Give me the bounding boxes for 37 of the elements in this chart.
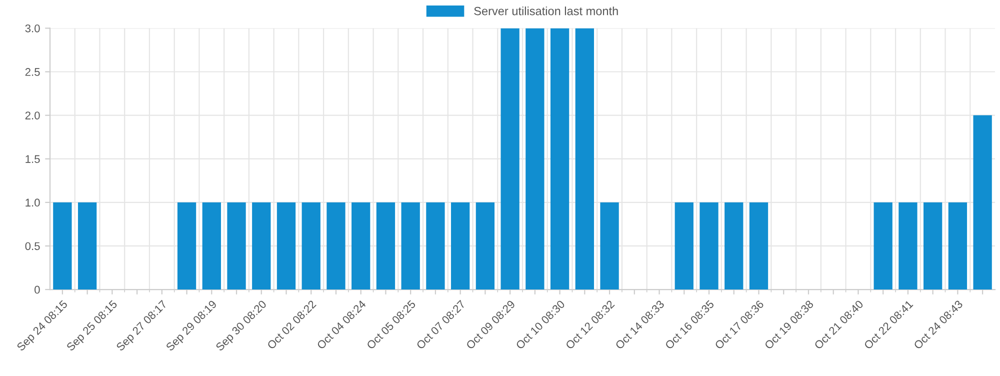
bar [426,202,445,290]
bar [674,202,694,290]
bar [575,28,594,290]
y-tick-label: 0 [34,286,40,294]
bar [749,202,768,290]
bar [53,202,72,290]
bar [526,28,544,290]
bar [924,202,942,290]
y-tick-label: 1.0 [26,198,40,207]
bar [500,28,520,290]
bar [252,202,271,290]
y-tick-label: 0.5 [25,242,40,250]
bar [276,202,296,290]
y-tick-label: 2.0 [25,112,40,120]
bar [476,202,495,290]
bar [78,202,97,290]
bar [973,115,992,290]
bar [302,202,320,290]
y-tick-label: 1.5 [26,155,40,163]
bar [898,202,918,290]
bar [700,202,718,290]
bar [177,202,196,290]
bar [376,202,396,290]
y-tick-label: 3.0 [25,24,40,32]
bar [401,202,420,290]
bar [724,202,744,290]
bar [202,202,221,290]
bar [948,202,968,290]
bar [550,28,570,290]
bar [451,202,470,290]
bar [326,202,346,290]
bar [874,202,892,290]
bar [600,202,619,290]
legend-label: Server utilisation last month [474,6,618,16]
y-tick-label: 2.5 [25,68,40,76]
bar [227,202,246,290]
bar [352,202,370,290]
